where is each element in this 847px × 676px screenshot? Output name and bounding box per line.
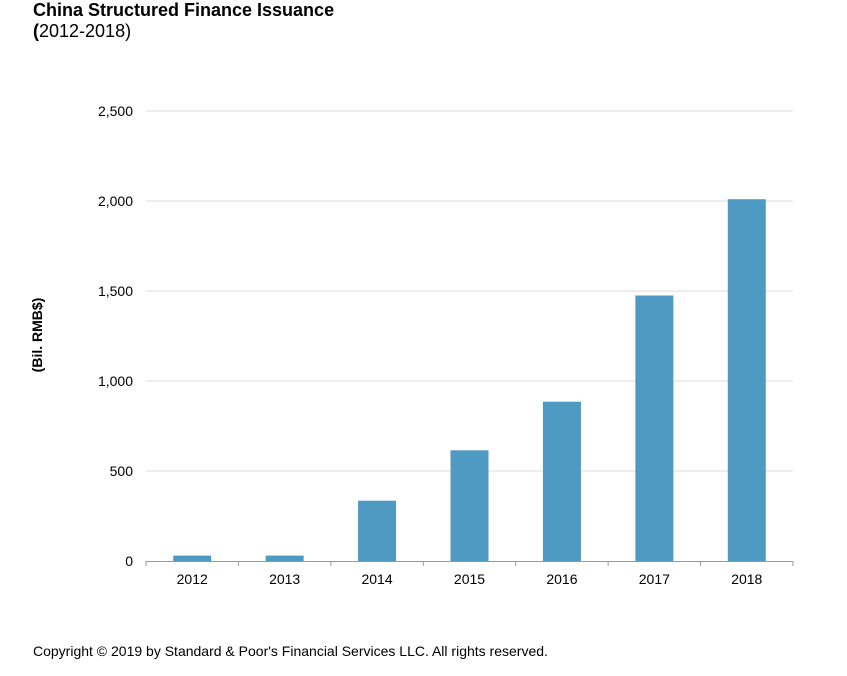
y-tick-label: 2,000 bbox=[98, 193, 133, 209]
bar-2018 bbox=[727, 199, 766, 561]
gridlines bbox=[146, 110, 793, 472]
bar-2012 bbox=[173, 555, 212, 561]
y-tick-label: 2,500 bbox=[98, 103, 133, 119]
copyright-text: Copyright © 2019 by Standard & Poor's Fi… bbox=[33, 643, 548, 659]
x-tick-label: 2016 bbox=[546, 571, 577, 587]
y-tick-label: 500 bbox=[110, 463, 134, 479]
bar-2017 bbox=[635, 295, 674, 561]
x-tick-label: 2018 bbox=[731, 571, 762, 587]
y-tick-labels: 0 500 1,000 1,500 2,000 2,500 bbox=[98, 103, 133, 569]
x-tick-label: 2012 bbox=[177, 571, 208, 587]
x-tick-labels: 2012 2013 2014 2015 2016 2017 2018 bbox=[177, 571, 763, 587]
x-tick-label: 2017 bbox=[639, 571, 670, 587]
bar-2014 bbox=[358, 500, 397, 561]
subtitle-years: 2012-2018) bbox=[39, 21, 132, 41]
bar-2016 bbox=[542, 401, 581, 561]
x-tick-label: 2015 bbox=[454, 571, 485, 587]
y-axis-label: (Bil. RMB$) bbox=[29, 298, 45, 373]
bars bbox=[173, 199, 766, 561]
y-tick-label: 1,500 bbox=[98, 283, 133, 299]
chart-subtitle: (2012-2018) bbox=[33, 21, 131, 42]
x-tick-label: 2014 bbox=[361, 571, 392, 587]
chart-title: China Structured Finance Issuance bbox=[33, 0, 335, 20]
axes bbox=[145, 561, 794, 566]
x-tick-label: 2013 bbox=[269, 571, 300, 587]
bar-2015 bbox=[450, 450, 489, 561]
y-tick-label: 1,000 bbox=[98, 373, 133, 389]
bar-2013 bbox=[265, 555, 304, 561]
y-tick-label: 0 bbox=[125, 553, 133, 569]
subtitle-open-paren: ( bbox=[33, 21, 39, 41]
